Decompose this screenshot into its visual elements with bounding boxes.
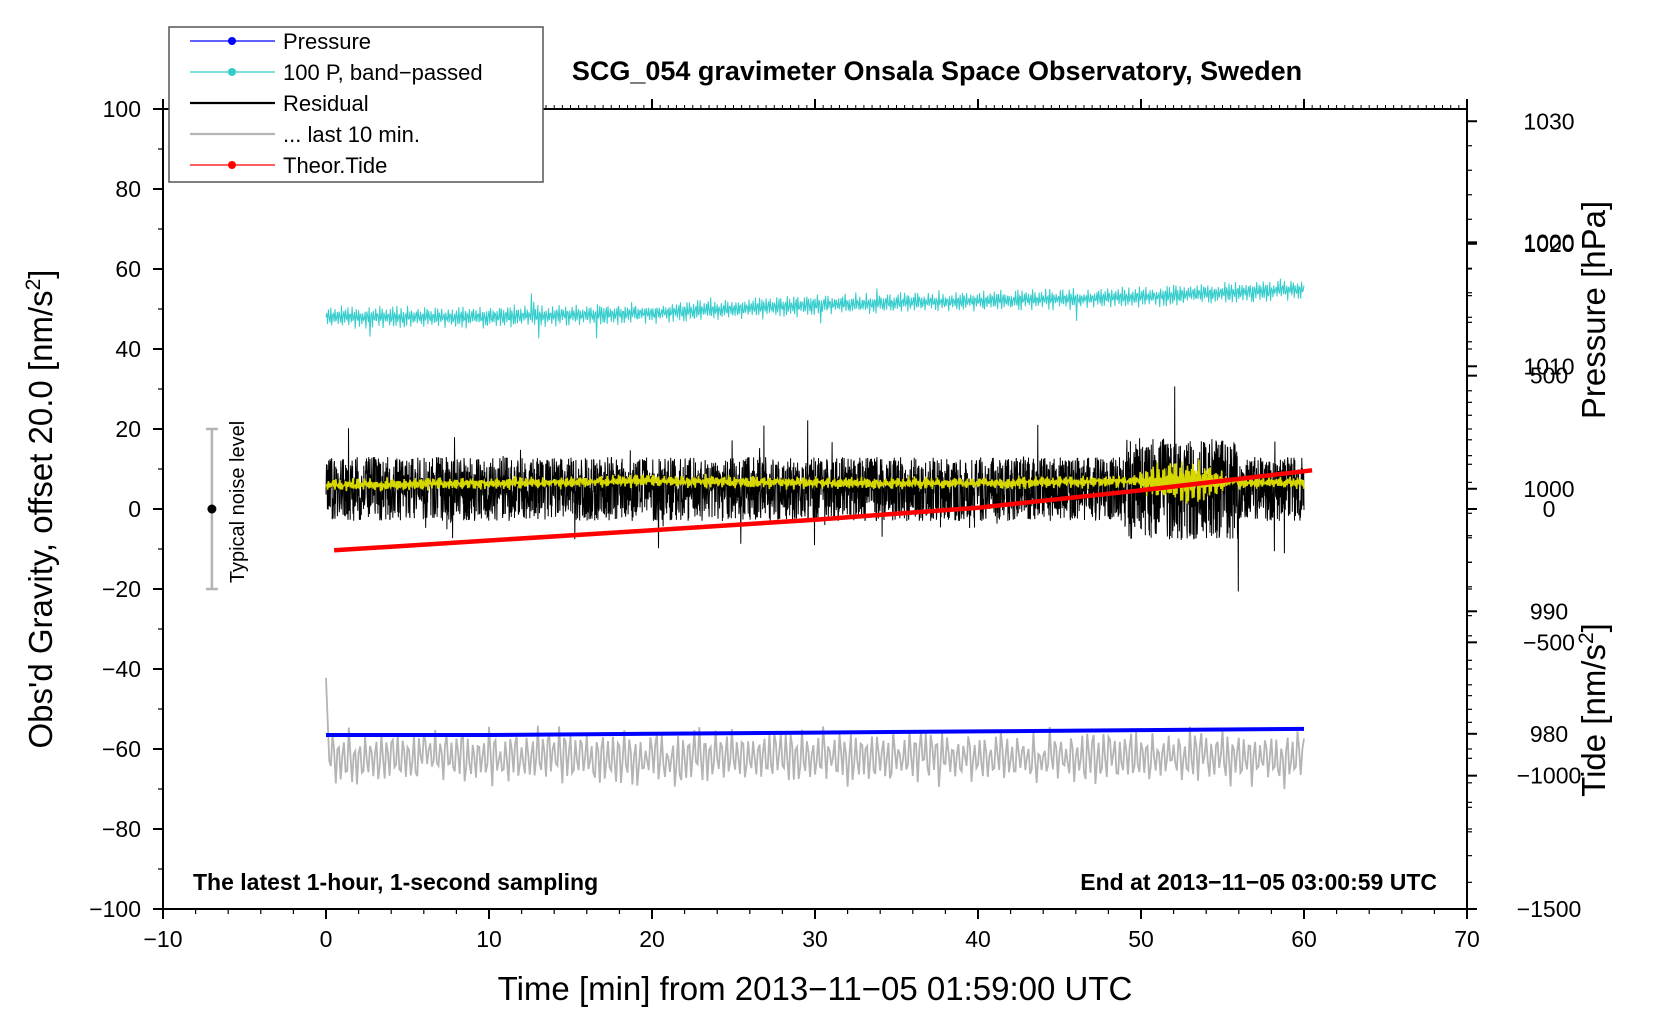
pressure-tick-label: 1020 [1523, 231, 1574, 257]
noise-bar-center [207, 504, 217, 514]
x-tick-label: 60 [1291, 926, 1317, 952]
chart-title: SCG_054 gravimeter Onsala Space Observat… [572, 56, 1302, 86]
legend-marker [228, 68, 236, 76]
legend-label: Pressure [283, 29, 371, 54]
y-tick-label: 60 [115, 256, 141, 282]
legend: Pressure 100 P, band−passed Residual ... la… [168, 26, 544, 183]
x-tick-label: 0 [320, 926, 333, 952]
legend-label: Residual [283, 91, 369, 116]
x-tick-label: 40 [965, 926, 991, 952]
pressure-tick-label: 1000 [1523, 476, 1574, 502]
pressure-tick-label: 990 [1530, 598, 1568, 624]
pressure-tick-label: 1010 [1523, 353, 1574, 379]
legend-label: Theor.Tide [283, 153, 387, 178]
y-axis-label-left-sup: 2 [22, 279, 45, 291]
series-theoretical-tide [333, 468, 1313, 553]
y-tick-label: −80 [102, 816, 141, 842]
series-layer [325, 278, 1313, 790]
x-tick-label: 10 [476, 926, 502, 952]
noise-bar [205, 427, 218, 591]
series-last-10-min [325, 677, 1305, 790]
x-axis-label: Time [min] from 2013−11−05 01:59:00 UTC [498, 970, 1133, 1007]
pressure-tick-label: 980 [1530, 721, 1568, 747]
legend-box [168, 26, 544, 183]
note-left: The latest 1-hour, 1-second sampling [193, 869, 598, 895]
x-tick-label: −10 [143, 926, 182, 952]
series-pressure [326, 726, 1305, 737]
series-residual [325, 386, 1305, 592]
y-tick-label: 20 [115, 416, 141, 442]
tick-layer: −10 0 10 20 30 40 50 60 70−100−80−60−40−20020406… [89, 96, 1581, 952]
x-tick-label: 70 [1454, 926, 1480, 952]
tide-tick-label: 0 [1543, 496, 1556, 522]
y-tick-label: −60 [102, 736, 141, 762]
tide-tick-label: −500 [1523, 629, 1575, 655]
legend-marker [228, 37, 236, 45]
noise-level-label: Typical noise level [227, 421, 249, 583]
y-axis-label-tide-end: ] [1575, 623, 1612, 632]
legend-items: Pressure 100 P, band−passed Residual ... la… [190, 29, 483, 178]
y-tick-label: −100 [89, 896, 141, 922]
legend-marker [228, 161, 236, 169]
x-tick-label: 50 [1128, 926, 1154, 952]
y-tick-label: −40 [102, 656, 141, 682]
legend-label: ... last 10 min. [283, 122, 420, 147]
tide-tick-label: 1000 [1523, 229, 1574, 255]
y-axis-label-tide-main: Tide [nm/s [1575, 644, 1612, 797]
pressure-tick-label: 1030 [1523, 108, 1574, 134]
y-axis-label-pressure: Pressure [hPa] [1575, 201, 1612, 419]
y-axis-label-tide: Tide [nm/s2] [1575, 623, 1612, 797]
y-axis-label-left-end: ] [22, 270, 59, 279]
y-axis-label-left: Obs'd Gravity, offset 20.0 [nm/s2] [22, 270, 59, 749]
x-tick-label: 20 [639, 926, 665, 952]
tide-tick-label: −1000 [1517, 763, 1582, 789]
legend-label: 100 P, band−passed [283, 60, 483, 85]
y-tick-label: 100 [103, 96, 141, 122]
x-tick-label: 30 [802, 926, 828, 952]
note-right: End at 2013−11−05 03:00:59 UTC [1080, 869, 1437, 895]
y-tick-label: −20 [102, 576, 141, 602]
series-pressure-bandpassed [325, 278, 1305, 339]
tide-tick-label: −1500 [1517, 896, 1582, 922]
y-axis-label-tide-sup: 2 [1575, 632, 1598, 644]
y-tick-label: 0 [128, 496, 141, 522]
y-axis-label-left-main: Obs'd Gravity, offset 20.0 [nm/s [22, 290, 59, 748]
y-tick-label: 40 [115, 336, 141, 362]
y-tick-label: 80 [115, 176, 141, 202]
tide-tick-label: 500 [1530, 363, 1568, 389]
